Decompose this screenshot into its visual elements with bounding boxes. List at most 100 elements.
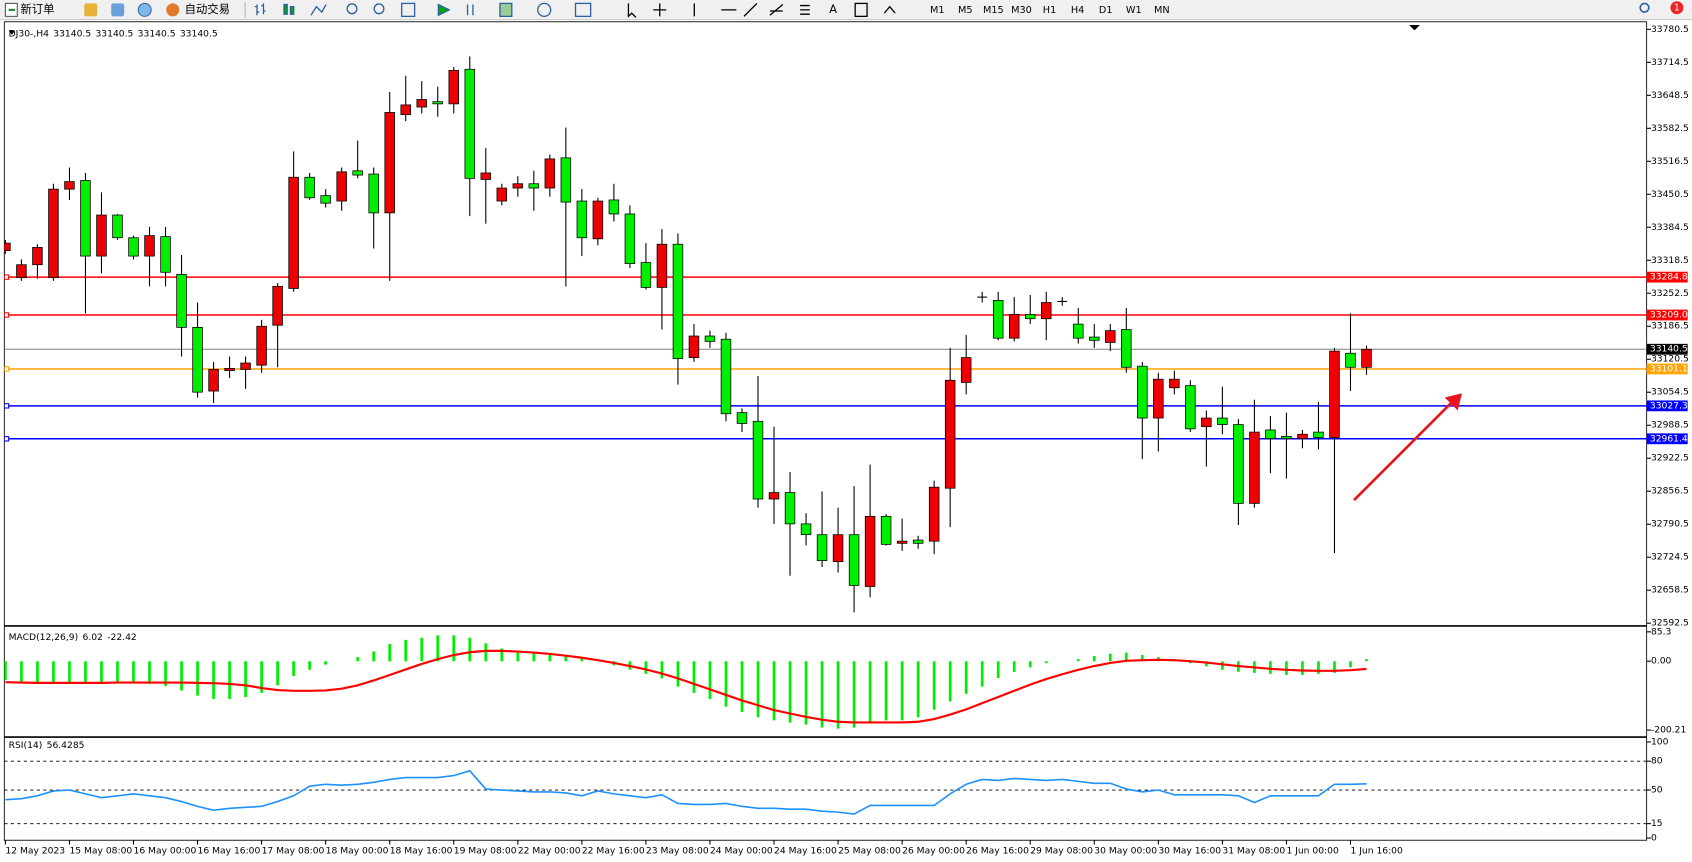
candle-body	[144, 235, 155, 257]
level-marker	[4, 366, 10, 372]
y-tick-label: 33252.5	[1651, 288, 1689, 299]
candle-body	[1089, 336, 1100, 341]
x-tick-label: 16 May 00:00	[134, 846, 197, 857]
candle-body	[48, 188, 59, 279]
candle-body	[1329, 350, 1340, 438]
x-tick-label: 31 May 08:00	[1222, 846, 1285, 857]
x-tick-label: 19 May 08:00	[454, 846, 517, 857]
text-tool-icon[interactable]: A	[829, 2, 837, 16]
candle-body	[1217, 417, 1228, 425]
level-label: 33027.3	[1650, 400, 1688, 411]
title-value: 33140.5	[53, 28, 91, 39]
y-tick-label: 15	[1651, 818, 1663, 829]
candle-body	[128, 237, 139, 257]
timeframe-button[interactable]: H4	[1071, 5, 1084, 16]
candle-body	[624, 213, 636, 265]
line-tools[interactable]	[693, 2, 758, 17]
candle-body	[800, 523, 812, 536]
y-tick-label: 85.3	[1651, 626, 1672, 637]
candle-body	[864, 515, 876, 587]
y-tick-label: 33450.5	[1651, 189, 1689, 200]
line-chart-icon[interactable]	[310, 4, 327, 16]
indicators-icon[interactable]	[499, 2, 513, 18]
candle-body	[736, 412, 748, 424]
x-tick-label: 22 May 00:00	[518, 846, 581, 857]
level-label: 33209.0	[1650, 310, 1688, 321]
candle-icon[interactable]	[283, 3, 288, 15]
notification-badge[interactable]	[1670, 1, 1684, 15]
candle-body	[304, 176, 315, 199]
x-tick-label: 1 Jun 00:00	[1286, 846, 1339, 857]
title-name: RSI(14)	[9, 740, 43, 751]
candle-body	[464, 68, 476, 179]
y-tick-label: 0	[1651, 833, 1657, 844]
candle-body	[16, 264, 27, 279]
collapse-icon	[8, 30, 16, 35]
icon[interactable]	[137, 2, 152, 17]
chart-frame	[3, 21, 1648, 841]
timeframe-button[interactable]: MN	[1154, 5, 1170, 16]
cursor-icon[interactable]	[627, 3, 637, 18]
candle-body	[640, 262, 652, 288]
candle-body	[752, 420, 764, 500]
timeframe-button[interactable]: H1	[1043, 5, 1056, 16]
timeframe-button[interactable]: M1	[930, 5, 945, 16]
x-tick-label: 25 May 08:00	[838, 846, 901, 857]
label-tool-icon[interactable]	[854, 2, 868, 18]
candle-body	[832, 534, 844, 563]
level-marker	[4, 403, 10, 409]
y-tick-label: 32988.5	[1651, 420, 1689, 431]
timeframe-button[interactable]: W1	[1126, 5, 1142, 16]
panel-title: RSI(14) 56.4285	[9, 740, 85, 751]
bar-chart-icon[interactable]	[254, 3, 266, 16]
crosshair-icon[interactable]	[653, 3, 667, 17]
y-tick-label: 32592.5	[1651, 618, 1689, 629]
rsi-panel	[4, 760, 1647, 825]
zoom-in-icon[interactable]	[346, 3, 358, 15]
y-tick-label: 32724.5	[1651, 552, 1689, 563]
candle-body	[608, 199, 620, 215]
timeframe-button[interactable]: M15	[983, 5, 1004, 16]
candle-body	[400, 104, 411, 116]
candle-body	[896, 540, 908, 544]
y-tick-label: -200.21	[1651, 725, 1686, 736]
candle-icon[interactable]	[289, 6, 295, 15]
timeframe-button[interactable]: M5	[958, 5, 973, 16]
y-tick-label: 33516.5	[1651, 156, 1689, 167]
periods-icon[interactable]	[537, 2, 552, 18]
candle-body	[544, 158, 556, 189]
search-icon[interactable]	[1639, 2, 1650, 13]
candle-body	[1024, 314, 1036, 320]
candle-body	[592, 200, 604, 240]
auto-trading-button[interactable]: 自动交易	[166, 2, 230, 17]
candle-body	[176, 274, 187, 328]
title-value: 33140.5	[180, 28, 218, 39]
candle-body	[1105, 330, 1116, 343]
level-label-bg	[1646, 363, 1688, 375]
templates-icon[interactable]	[574, 2, 592, 18]
new-order-button[interactable]: 新订单	[4, 2, 55, 17]
tile-icon[interactable]	[401, 2, 416, 18]
candle-body	[1265, 429, 1276, 439]
autoscroll-icon[interactable]	[437, 3, 451, 17]
x-tick-label: 18 May 00:00	[326, 846, 389, 857]
signal-line	[5, 649, 1367, 724]
candle-body	[928, 486, 940, 542]
icon	[166, 3, 180, 17]
timeframes: M1 M5 M15 M30 H1 H4 D1 W1 MN	[930, 5, 1170, 16]
arrows-icon[interactable]	[883, 5, 896, 14]
level-label-bg	[1646, 400, 1688, 412]
channel-icon[interactable]	[769, 3, 784, 16]
icon[interactable]	[84, 3, 98, 17]
fibo-icon[interactable]	[800, 4, 810, 15]
timeframe-button[interactable]: M30	[1011, 5, 1032, 16]
timeframe-button[interactable]: D1	[1099, 5, 1113, 16]
title-value: 33140.5	[138, 28, 176, 39]
x-tick-label: 18 May 16:00	[390, 846, 453, 857]
toolbar-bg	[0, 0, 1692, 20]
zoom-out-icon[interactable]	[373, 3, 385, 15]
y-tick-label: 100	[1651, 736, 1669, 747]
icon[interactable]	[111, 3, 125, 17]
shift-icon[interactable]	[466, 4, 474, 16]
